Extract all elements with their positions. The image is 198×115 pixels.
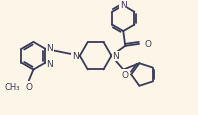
Text: N: N xyxy=(112,52,119,61)
Text: O: O xyxy=(121,70,128,79)
Text: N: N xyxy=(72,52,79,61)
Text: N: N xyxy=(46,60,53,69)
Text: N: N xyxy=(120,1,127,10)
Text: N: N xyxy=(46,44,53,53)
Text: O: O xyxy=(26,82,33,91)
Text: CH₃: CH₃ xyxy=(4,82,20,91)
Text: O: O xyxy=(144,40,151,49)
